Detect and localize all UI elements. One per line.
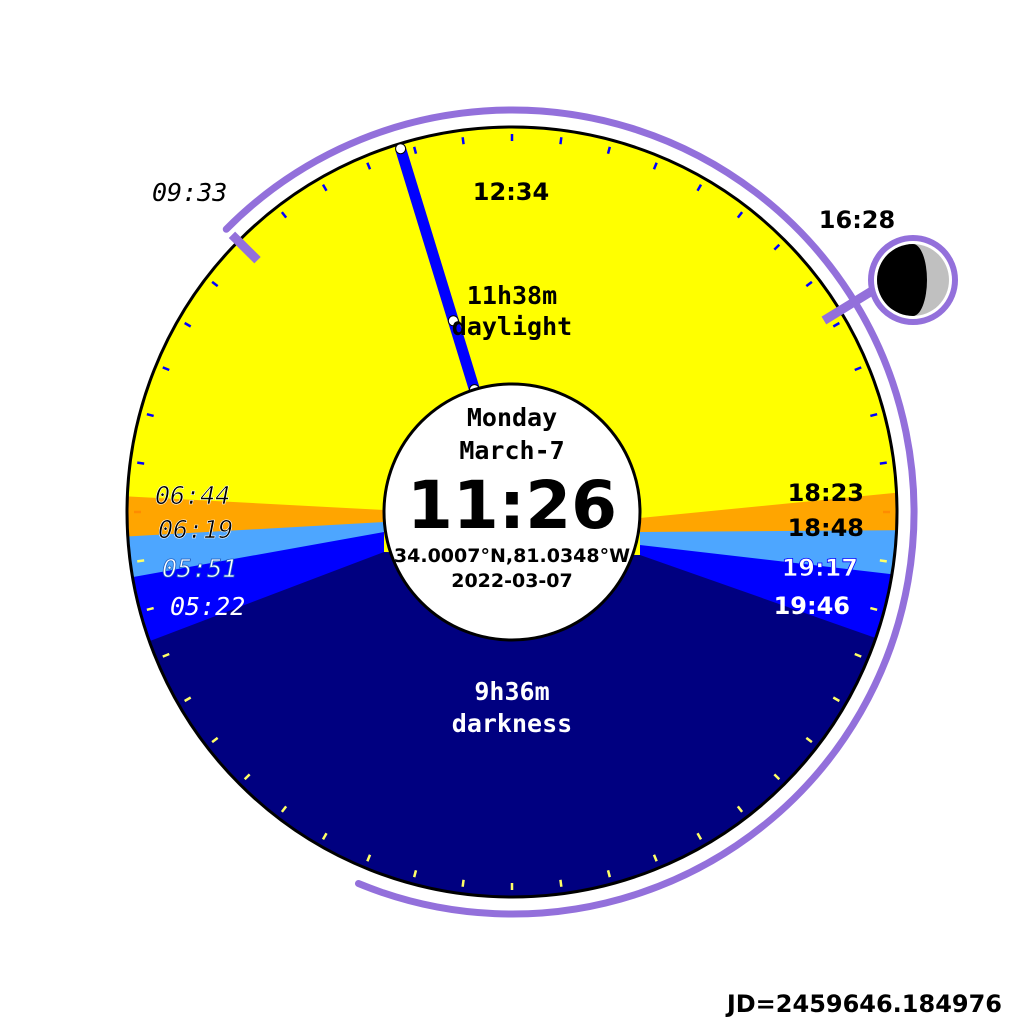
hour-tick bbox=[870, 606, 878, 612]
moon-transit-marker bbox=[821, 285, 877, 325]
hour-tick bbox=[137, 559, 145, 563]
hour-tick bbox=[412, 870, 418, 878]
evening-nautical-twilight-time: 19:17 bbox=[782, 554, 858, 582]
hour-tick bbox=[162, 366, 170, 372]
hour-tick bbox=[321, 832, 328, 840]
hour-tick bbox=[184, 696, 192, 703]
daylight-label: daylight bbox=[452, 312, 572, 341]
weekday-label: Monday bbox=[467, 403, 557, 432]
hour-ticks bbox=[134, 134, 890, 890]
morning-civil-twilight-time: 06:19 bbox=[158, 515, 233, 544]
hour-tick bbox=[211, 736, 219, 744]
date-label: March-7 bbox=[459, 436, 564, 465]
daylight-duration: 11h38m bbox=[467, 281, 557, 310]
evening-astronomical-twilight-time: 19:46 bbox=[774, 592, 850, 620]
sunrise-time: 06:44 bbox=[155, 481, 230, 510]
hour-tick bbox=[652, 854, 658, 862]
hand-marker bbox=[395, 143, 407, 155]
hour-tick bbox=[366, 854, 372, 862]
morning-astronomical-twilight-time: 05:22 bbox=[170, 592, 245, 621]
hour-tick bbox=[854, 366, 862, 372]
hour-tick bbox=[280, 211, 288, 219]
hour-tick bbox=[832, 696, 840, 703]
hour-tick bbox=[696, 832, 703, 840]
evening-civil-twilight-time: 18:48 bbox=[788, 514, 864, 542]
hour-tick bbox=[461, 137, 465, 145]
current-time-display: 11:26 bbox=[407, 467, 617, 544]
hour-tick bbox=[559, 137, 563, 145]
hour-tick bbox=[736, 211, 744, 219]
hour-tick bbox=[773, 243, 781, 251]
darkness-duration: 9h36m bbox=[474, 677, 549, 706]
center-disc bbox=[382, 382, 642, 642]
darkness-label: darkness bbox=[452, 709, 572, 738]
hour-tick bbox=[461, 879, 465, 887]
hour-tick bbox=[137, 461, 145, 465]
hour-tick bbox=[184, 321, 192, 328]
hour-tick bbox=[280, 805, 288, 813]
hour-tick bbox=[146, 412, 154, 418]
hour-tick bbox=[243, 773, 251, 781]
coordinates-label: 34.0007°N,81.0348°W bbox=[394, 545, 630, 567]
hour-tick bbox=[606, 146, 612, 154]
hour-tick bbox=[162, 652, 170, 658]
hour-tick bbox=[321, 184, 328, 192]
hour-tick bbox=[773, 773, 781, 781]
hour-tick bbox=[696, 184, 703, 192]
current-time-hand bbox=[395, 147, 480, 392]
hour-tick bbox=[736, 805, 744, 813]
moonrise-marker bbox=[228, 231, 261, 264]
hour-tick bbox=[879, 461, 887, 465]
hour-tick bbox=[606, 870, 612, 878]
hour-tick bbox=[366, 162, 372, 170]
hour-tick bbox=[832, 321, 840, 328]
hand-marker bbox=[447, 315, 459, 327]
moon-transit-time: 16:28 bbox=[819, 206, 895, 234]
hour-tick bbox=[146, 606, 154, 612]
sunset-time: 18:23 bbox=[788, 479, 864, 507]
hour-tick bbox=[652, 162, 658, 170]
hour-tick bbox=[870, 412, 878, 418]
moon-phase-icon bbox=[868, 235, 958, 325]
solar-noon-time: 12:34 bbox=[473, 178, 549, 206]
hour-tick bbox=[879, 559, 887, 563]
iso-date-label: 2022-03-07 bbox=[451, 570, 573, 592]
moonrise-time: 09:33 bbox=[152, 178, 227, 207]
hour-tick bbox=[211, 280, 219, 288]
hour-tick bbox=[805, 736, 813, 744]
morning-nautical-twilight-time: 05:51 bbox=[162, 554, 237, 583]
hour-tick bbox=[412, 146, 418, 154]
julian-date: JD=2459646.184976 bbox=[726, 990, 1002, 1018]
moon-visibility-arc bbox=[222, 106, 918, 918]
hour-tick bbox=[559, 879, 563, 887]
dial-outline bbox=[125, 125, 899, 899]
hour-tick bbox=[805, 280, 813, 288]
hour-tick bbox=[854, 652, 862, 658]
